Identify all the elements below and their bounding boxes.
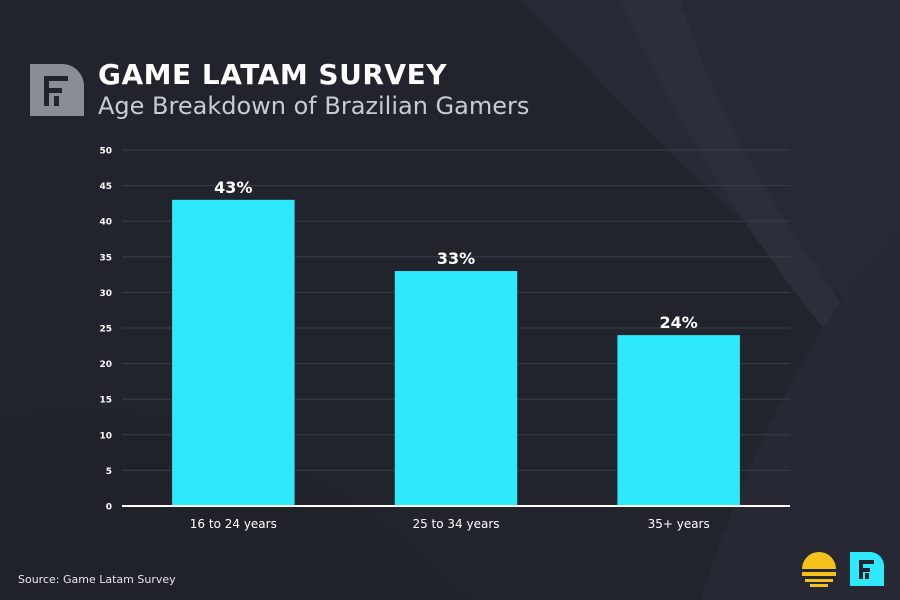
source-note: Source: Game Latam Survey	[18, 573, 176, 586]
y-axis-ticks: 0 5 10 15 20 25 30 35 40 45 50	[99, 147, 112, 513]
page-title: GAME LATAM SURVEY	[98, 58, 447, 91]
data-label: 24%	[660, 313, 698, 332]
x-axis-ticks: 16 to 24 years 25 to 34 years 35+ years	[190, 517, 710, 531]
data-label: 43%	[214, 178, 252, 197]
y-tick-label: 30	[99, 289, 112, 299]
swoosh-shape	[700, 230, 900, 600]
x-tick-label: 16 to 24 years	[190, 517, 277, 531]
sun-stripes-icon	[802, 552, 836, 587]
header-logo-icon	[30, 64, 84, 116]
y-tick-label: 25	[99, 325, 112, 335]
y-tick-label: 0	[106, 503, 112, 513]
bars-layer	[172, 199, 740, 506]
y-tick-label: 15	[99, 396, 112, 406]
x-tick-label: 35+ years	[648, 517, 710, 531]
bar	[617, 335, 740, 506]
y-tick-label: 50	[99, 147, 112, 157]
footer-logo-icon	[850, 552, 884, 586]
data-labels-layer: 43% 33% 24%	[214, 178, 698, 332]
x-tick-label: 25 to 34 years	[412, 517, 499, 531]
data-label: 33%	[437, 249, 475, 268]
page-subtitle: Age Breakdown of Brazilian Gamers	[98, 92, 530, 120]
y-tick-label: 40	[99, 218, 112, 228]
y-tick-label: 10	[99, 431, 112, 441]
bar	[394, 271, 518, 506]
y-tick-label: 5	[106, 467, 112, 477]
y-tick-label: 45	[99, 182, 112, 192]
y-tick-label: 35	[99, 253, 112, 263]
y-tick-label: 20	[99, 360, 112, 370]
swoosh-shape	[620, 0, 900, 420]
bar	[172, 199, 295, 506]
